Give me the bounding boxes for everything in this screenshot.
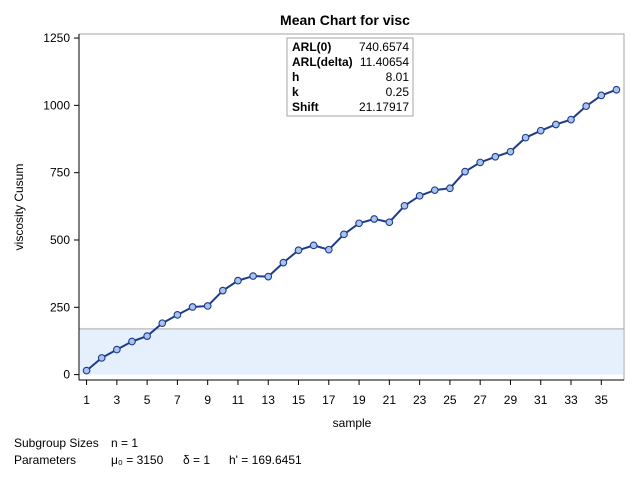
data-point	[370, 215, 379, 223]
x-tick-label: 3	[114, 393, 121, 407]
data-point	[158, 319, 167, 328]
y-tick-label: 250	[50, 300, 70, 314]
inset-value: 740.6574	[359, 40, 409, 54]
data-point	[446, 184, 454, 193]
inset-key: Shift	[292, 100, 319, 114]
x-tick-label: 25	[443, 393, 457, 407]
data-point	[203, 302, 212, 310]
data-point	[567, 115, 575, 124]
data-point	[173, 310, 182, 319]
data-point	[597, 91, 606, 100]
data-point	[112, 345, 121, 354]
inset-value: 0.25	[386, 85, 410, 99]
inset-value: 11.40654	[360, 55, 409, 69]
data-point	[521, 133, 530, 142]
x-tick-label: 1	[83, 393, 90, 407]
y-axis: 0 250 500 750 1000 1250	[43, 31, 80, 382]
data-point	[340, 230, 348, 239]
decision-limit-band	[80, 328, 623, 375]
data-point	[476, 158, 485, 167]
inset-key: ARL(delta)	[292, 55, 353, 69]
data-point	[385, 218, 394, 227]
inset-key: h	[292, 70, 299, 84]
data-point	[430, 186, 439, 195]
x-tick-label: 23	[413, 393, 427, 407]
x-tick-label: 13	[262, 393, 276, 407]
data-point	[234, 276, 242, 285]
y-tick-label: 750	[50, 166, 70, 180]
x-axis-label: sample	[333, 416, 372, 430]
data-point	[188, 303, 197, 311]
parameters-label: Parameters	[14, 453, 76, 467]
subgroup-sizes-label: Subgroup Sizes	[14, 436, 99, 450]
x-tick-label: 15	[292, 393, 306, 407]
x-tick-label: 19	[352, 393, 366, 407]
data-point	[143, 332, 151, 340]
parameter-delta: δ = 1	[183, 453, 210, 467]
data-point	[97, 354, 106, 362]
x-axis: 1 3 5 7 9 11 13 15 17 19 21 23 25 27 29 31 33 35	[79, 379, 624, 407]
data-point	[415, 191, 424, 200]
y-tick-label: 1000	[43, 98, 70, 112]
inset-parameter-table: ARL(0) 740.6574 ARL(delta) 11.40654 h 8.01 k 0.…	[286, 37, 414, 117]
data-point	[294, 246, 303, 255]
y-tick-label: 500	[50, 233, 70, 247]
inset-key: ARL(0)	[292, 40, 331, 54]
data-point	[506, 147, 515, 156]
x-tick-label: 29	[504, 393, 518, 407]
x-tick-label: 7	[174, 393, 181, 407]
footer-info: Subgroup Sizes n = 1 Parameters μ₀ = 315…	[14, 436, 302, 467]
y-axis-label: viscosity Cusum	[12, 164, 26, 251]
inset-value: 21.17917	[359, 100, 409, 114]
data-point	[582, 102, 591, 111]
x-tick-label: 17	[322, 393, 336, 407]
x-tick-label: 9	[204, 393, 211, 407]
data-point	[612, 85, 621, 94]
parameter-mu0: μ₀ = 3150	[111, 453, 164, 467]
y-tick-label: 1250	[43, 31, 70, 45]
cusum-series	[82, 85, 621, 375]
x-tick-label: 35	[595, 393, 609, 407]
data-point	[279, 258, 288, 267]
chart-title: Mean Chart for visc	[280, 12, 410, 28]
data-point	[552, 120, 560, 129]
parameter-hprime: h' = 169.6451	[229, 453, 302, 467]
x-tick-label: 31	[534, 393, 548, 407]
data-point	[249, 272, 257, 280]
data-point	[400, 201, 409, 210]
x-tick-label: 33	[564, 393, 578, 407]
data-point	[264, 272, 273, 281]
y-tick-label: 0	[63, 368, 70, 382]
data-point	[461, 167, 469, 176]
x-tick-label: 21	[383, 393, 397, 407]
x-tick-label: 5	[144, 393, 151, 407]
data-point	[128, 337, 136, 346]
x-tick-label: 11	[232, 393, 245, 407]
inset-key: k	[292, 85, 299, 99]
data-point	[536, 126, 545, 135]
x-tick-label: 27	[474, 393, 488, 407]
inset-box	[286, 37, 414, 117]
data-point	[324, 245, 333, 254]
data-point	[309, 241, 318, 250]
data-point	[82, 366, 91, 375]
subgroup-sizes-value: n = 1	[111, 436, 138, 450]
data-point	[355, 219, 363, 228]
inset-value: 8.01	[386, 70, 410, 84]
data-point	[491, 152, 500, 161]
data-point	[218, 286, 227, 295]
